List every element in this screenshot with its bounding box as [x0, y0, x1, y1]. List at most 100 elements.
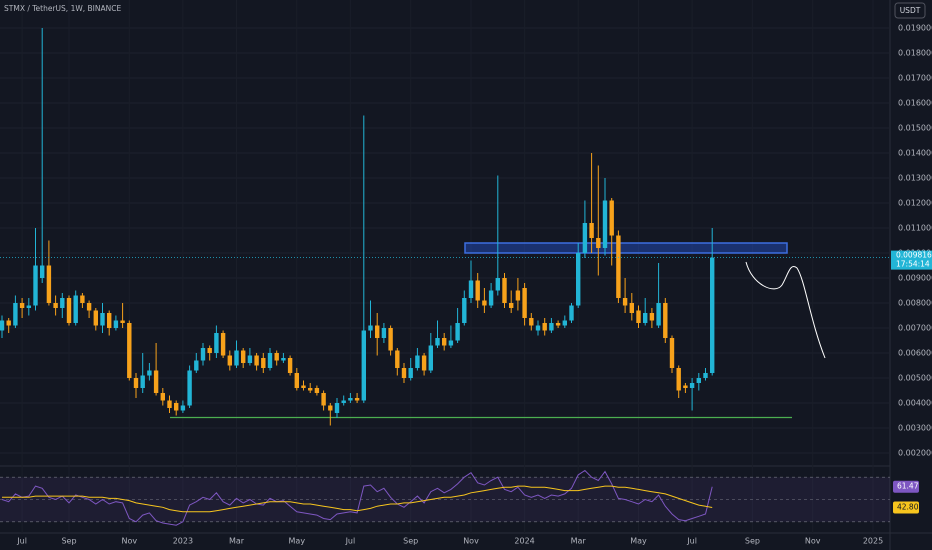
x-tick-label: May: [630, 537, 647, 546]
candle-body: [468, 280, 474, 298]
candle-body: [294, 373, 299, 388]
candle-body: [415, 355, 420, 368]
candle-body: [482, 300, 487, 306]
x-tick-label: Sep: [745, 537, 760, 546]
candle-body: [127, 323, 132, 378]
candle-body: [308, 388, 313, 391]
rsi-line: [1, 469, 713, 526]
candle-body: [435, 338, 440, 346]
candle-body: [13, 303, 18, 326]
candle-body: [100, 313, 105, 326]
candle-body: [562, 320, 567, 326]
candle-body: [254, 355, 259, 366]
candle-body: [462, 298, 467, 323]
candle-body: [40, 265, 45, 278]
x-tick-label: May: [289, 537, 306, 546]
currency-label[interactable]: USDT: [900, 6, 921, 15]
candle-body: [495, 278, 500, 291]
candle-body: [194, 360, 199, 371]
candle-body: [19, 303, 25, 308]
candle-body: [582, 223, 588, 253]
candle-body: [596, 238, 601, 248]
candle-body: [133, 378, 139, 388]
resistance-zone: [464, 242, 788, 254]
candle-body: [522, 288, 527, 318]
candle-body: [6, 320, 11, 326]
candle-body: [281, 358, 286, 361]
candle-body: [160, 393, 165, 401]
candle-body: [86, 303, 92, 311]
countdown-label: 17:54:14: [896, 260, 930, 269]
candle-body: [421, 355, 427, 371]
last-price-label: 0.009816: [896, 251, 932, 260]
x-tick-label: Nov: [121, 537, 137, 546]
rsi-ma-line: [2, 485, 713, 513]
candle-body: [643, 313, 648, 323]
candle-body: [509, 303, 514, 308]
candle-body: [401, 368, 407, 378]
candle-body: [388, 328, 393, 351]
candle-body: [569, 305, 574, 321]
candle-body: [576, 253, 581, 306]
candle-body: [696, 378, 701, 383]
chart-title: STMX / TetherUS, 1W, BINANCE: [4, 4, 121, 13]
candle-body: [448, 340, 454, 346]
candle-body: [395, 350, 400, 368]
hand-drawn-projection: [745, 261, 826, 359]
candle-body: [515, 290, 521, 301]
candle-body: [120, 320, 125, 323]
x-tick-label: Mar: [571, 537, 587, 546]
x-tick-label: Nov: [805, 537, 821, 546]
candle-body: [220, 333, 226, 356]
candle-body: [93, 310, 98, 326]
candle-body: [502, 278, 507, 303]
candle-body: [227, 355, 232, 366]
candle-body: [609, 200, 614, 236]
x-tick-label: Jul: [686, 537, 697, 546]
candle-body: [33, 265, 38, 306]
rsi-ma-value-box: [893, 501, 919, 514]
x-tick-label: 2025: [863, 537, 883, 546]
x-tick-label: Sep: [61, 537, 76, 546]
candle-body: [428, 345, 433, 371]
candle-body: [602, 200, 608, 248]
candle-body: [174, 403, 179, 411]
candle-body: [60, 298, 65, 308]
candle-body: [589, 223, 594, 238]
candle-body: [261, 358, 266, 368]
candle-body: [361, 330, 366, 401]
candle-body: [368, 325, 373, 331]
rsi-value-box: [893, 480, 919, 493]
candle-body: [669, 338, 675, 368]
candle-body: [66, 298, 72, 323]
candle-body: [287, 358, 293, 373]
candle-body: [274, 353, 279, 361]
candle-body: [113, 320, 119, 328]
currency-button[interactable]: [894, 2, 926, 19]
candle-body: [80, 295, 85, 303]
candle-body: [649, 313, 655, 321]
last-price-box: [891, 250, 932, 270]
candle-body: [73, 295, 78, 323]
candle-body: [354, 398, 360, 401]
candle-body: [555, 323, 561, 326]
candle-body: [314, 388, 320, 393]
candle-body: [636, 310, 641, 323]
candle-body: [488, 290, 494, 306]
candle-body: [375, 325, 380, 338]
candle-body: [475, 280, 480, 301]
candle-body: [408, 368, 413, 378]
candle-body: [529, 318, 534, 326]
candle-body: [140, 375, 145, 388]
x-tick-label: Jul: [16, 537, 27, 546]
